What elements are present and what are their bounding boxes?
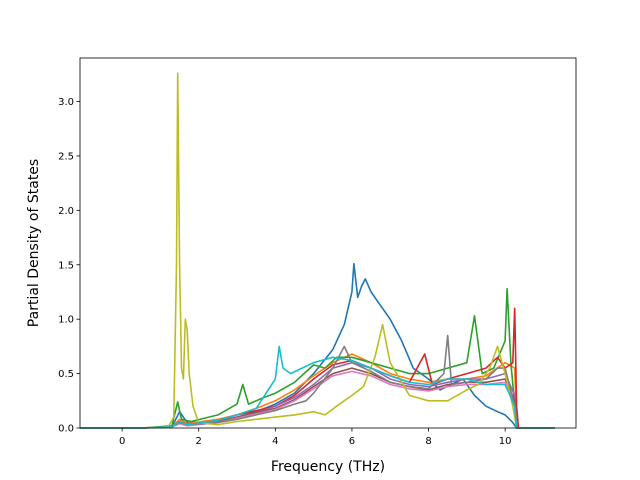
x-tick-label: 6 (349, 436, 355, 447)
y-tick-label: 1.5 (58, 260, 74, 271)
y-tick-label: 1.0 (58, 315, 74, 326)
x-tick-label: 0 (119, 436, 125, 447)
y-tick-label: 2.0 (58, 206, 74, 217)
pdos-series-line-3 (80, 287, 555, 429)
x-tick-label: 4 (272, 436, 278, 447)
x-tick-label: 2 (196, 436, 202, 447)
pdos-series-line-10 (80, 345, 555, 429)
x-tick-label: 8 (425, 436, 431, 447)
x-axis-label: Frequency (THz) (271, 459, 385, 475)
y-tick-label: 0.5 (58, 369, 74, 380)
y-tick-label: 2.5 (58, 151, 74, 162)
y-axis-label: Partial Density of States (26, 159, 42, 327)
y-tick-label: 3.0 (58, 97, 74, 108)
axes-frame (79, 57, 577, 429)
x-axis-ticks: 0 2 4 6 8 10 (119, 428, 512, 447)
y-tick-label: 0.0 (58, 424, 74, 435)
y-axis-ticks: 0.0 0.5 1.0 1.5 2.0 2.5 3.0 (58, 97, 80, 435)
x-tick-label: 10 (499, 436, 512, 447)
pdos-series-line-9 (80, 72, 555, 429)
series-layer (80, 72, 555, 429)
